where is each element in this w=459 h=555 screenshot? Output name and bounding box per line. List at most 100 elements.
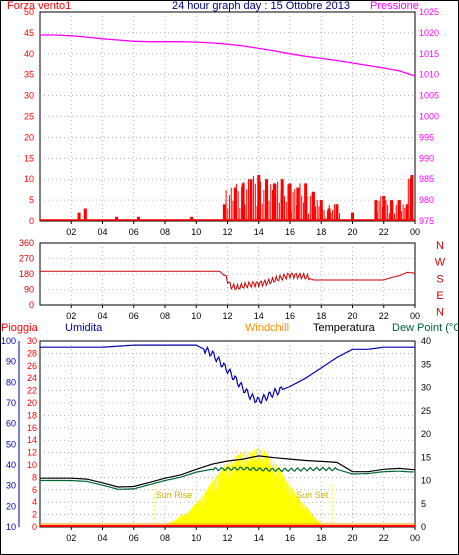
humidity-y-tick: 40 [6, 460, 16, 470]
wind-x-tick: 06 [129, 227, 139, 237]
rain-y-tick: 28 [27, 348, 37, 358]
temp-x-tick: 08 [160, 533, 170, 543]
wind-x-tick: 12 [222, 227, 232, 237]
direction-x-tick: 00 [410, 311, 420, 321]
pressure-y-tick: 975 [419, 216, 434, 226]
wind-bar [136, 216, 140, 221]
rain-y-tick: 12 [27, 448, 37, 458]
rain-y-tick: 4 [32, 497, 37, 507]
temp-x-tick: 02 [66, 533, 76, 543]
direction-x-tick: 14 [254, 311, 264, 321]
temp-y-tick: 25 [421, 406, 431, 416]
wind-x-tick: 00 [410, 227, 420, 237]
wind-y-tick: 15 [24, 153, 34, 163]
direction-x-tick: 18 [316, 311, 326, 321]
temp-x-tick: 18 [316, 533, 326, 543]
wind-x-tick: 02 [66, 227, 76, 237]
wind-x-tick: 14 [254, 227, 264, 237]
rain-y-tick: 2 [32, 510, 37, 520]
pressure-y-tick: 1015 [419, 49, 439, 59]
temp-y-tick: 35 [421, 359, 431, 369]
temp-x-tick: 06 [129, 533, 139, 543]
dewpoint-line [40, 466, 414, 490]
pressure-axis-title: Pressione [370, 0, 419, 12]
wind-y-tick: 20 [24, 132, 34, 142]
direction-x-tick: 10 [191, 311, 201, 321]
rain-y-tick: 16 [27, 423, 37, 433]
wind-bar [335, 204, 339, 221]
direction-x-tick: 06 [129, 311, 139, 321]
direction-x-tick: 04 [97, 311, 107, 321]
compass-label: N [436, 240, 444, 252]
temp-y-tick: 5 [421, 499, 426, 509]
temp-x-tick: 14 [254, 533, 264, 543]
wind-y-tick: 35 [24, 70, 34, 80]
wind-bar [249, 179, 253, 221]
direction-x-tick: 12 [222, 311, 232, 321]
temp-x-tick: 22 [379, 533, 389, 543]
wind-bar [272, 183, 276, 221]
temp-y-tick: 20 [421, 429, 431, 439]
rain-y-tick: 0 [32, 522, 37, 532]
wind-y-tick: 0 [29, 216, 34, 226]
pressure-y-tick: 1005 [419, 91, 439, 101]
temperature-line [40, 455, 416, 488]
legend-entry: Windchill [245, 322, 289, 334]
wind-bar [319, 200, 323, 221]
humidity-y-tick: 10 [6, 522, 16, 532]
direction-y-tick: 90 [24, 285, 34, 295]
rain-y-tick: 22 [27, 386, 37, 396]
wind-bar [233, 187, 237, 221]
compass-label: W [435, 257, 446, 269]
humidity-y-tick: 90 [6, 357, 16, 367]
compass-label: S [436, 273, 443, 285]
humidity-y-tick: 60 [6, 419, 16, 429]
wind-x-tick: 16 [285, 227, 295, 237]
wind-bar [351, 212, 354, 221]
rain-y-tick: 14 [27, 435, 37, 445]
wind-x-tick: 08 [160, 227, 170, 237]
temp-x-tick: 00 [410, 533, 420, 543]
wind-bar [311, 191, 315, 221]
wind-y-tick: 45 [24, 28, 34, 38]
rain-y-tick: 18 [27, 410, 37, 420]
rain-y-tick: 10 [27, 460, 37, 470]
wind-x-tick: 22 [379, 227, 389, 237]
humidity-y-tick: 80 [6, 377, 16, 387]
wind-x-tick: 18 [316, 227, 326, 237]
legend-entry: Umidita [65, 322, 103, 334]
pressure-line [40, 34, 416, 77]
rain-y-tick: 20 [27, 398, 37, 408]
legend-entry: Pioggia [1, 322, 39, 334]
wind-bar [77, 212, 81, 221]
rain-y-tick: 8 [32, 472, 37, 482]
rain-y-tick: 24 [27, 373, 37, 383]
legend-entry: Dew Point (°C [392, 322, 459, 334]
wind-x-tick: 04 [97, 227, 107, 237]
direction-line [40, 270, 416, 291]
rain-y-tick: 30 [27, 336, 37, 346]
wind-bar [190, 216, 194, 221]
direction-y-tick: 270 [19, 254, 34, 264]
wind-y-tick: 40 [24, 49, 34, 59]
compass-label: N [436, 307, 444, 319]
temp-x-tick: 10 [191, 533, 201, 543]
temp-y-tick: 30 [421, 383, 431, 393]
rain-y-tick: 6 [32, 485, 37, 495]
temp-y-tick: 40 [421, 336, 431, 346]
humidity-y-tick: 30 [6, 481, 16, 491]
compass-label: E [436, 290, 443, 302]
temp-x-tick: 12 [222, 533, 232, 543]
temp-y-tick: 15 [421, 452, 431, 462]
direction-y-tick: 360 [19, 238, 34, 248]
chart-title: 24 hour graph day : 15 Ottobre 2013 [172, 0, 350, 12]
pressure-y-tick: 1000 [419, 112, 439, 122]
wind-y-tick: 5 [29, 195, 34, 205]
wind-y-tick: 50 [24, 7, 34, 17]
wind-bar [280, 179, 284, 221]
direction-y-tick: 0 [29, 300, 34, 310]
pressure-y-tick: 1010 [419, 70, 439, 80]
humidity-y-tick: 70 [6, 398, 16, 408]
wind-bar [405, 204, 409, 221]
